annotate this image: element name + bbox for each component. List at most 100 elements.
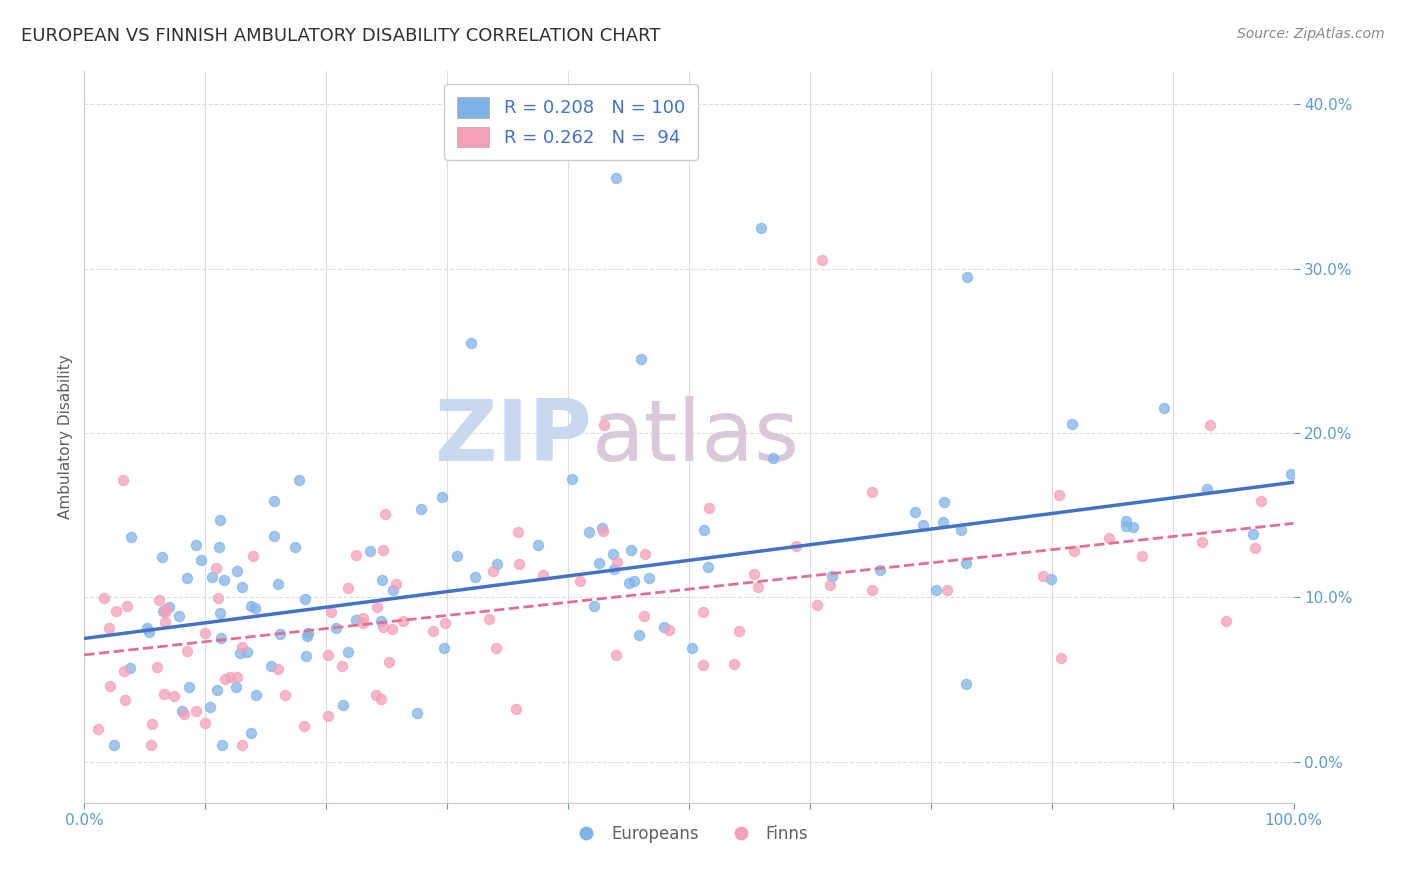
Point [762, 450, 785, 465]
Legend: Europeans, Finns: Europeans, Finns [562, 818, 815, 849]
Point [173, 706, 195, 721]
Point [263, 494, 285, 508]
Point [603, 562, 626, 576]
Point [422, 624, 444, 639]
Point [378, 655, 401, 669]
Point [260, 658, 283, 673]
Point [723, 657, 745, 671]
Point [1063, 544, 1085, 558]
Point [583, 599, 606, 613]
Point [623, 574, 645, 588]
Point [228, 646, 250, 660]
Point [163, 689, 186, 703]
Point [658, 623, 681, 637]
Point [374, 508, 396, 522]
Point [633, 608, 655, 623]
Point [352, 615, 374, 630]
Point [209, 513, 232, 527]
Point [696, 559, 718, 574]
Point [274, 688, 297, 702]
Point [176, 571, 198, 585]
Point [1198, 417, 1220, 432]
Point [392, 614, 415, 628]
Point [1153, 401, 1175, 415]
Point [242, 549, 264, 563]
Point [806, 598, 828, 612]
Point [446, 549, 468, 563]
Point [152, 604, 174, 618]
Point [1244, 541, 1267, 555]
Point [1241, 526, 1264, 541]
Point [148, 592, 170, 607]
Point [120, 531, 142, 545]
Point [1047, 488, 1070, 502]
Point [385, 577, 408, 591]
Point [287, 474, 309, 488]
Point [118, 661, 141, 675]
Point [932, 495, 955, 509]
Point [344, 613, 367, 627]
Point [139, 738, 162, 752]
Point [578, 524, 600, 539]
Point [295, 648, 318, 663]
Point [211, 739, 233, 753]
Point [1191, 534, 1213, 549]
Point [911, 518, 934, 533]
Point [194, 716, 217, 731]
Point [925, 582, 948, 597]
Point [231, 640, 253, 654]
Point [319, 605, 342, 619]
Point [176, 643, 198, 657]
Point [751, 220, 773, 235]
Point [956, 269, 979, 284]
Point [267, 662, 290, 676]
Point [955, 556, 977, 570]
Point [371, 573, 394, 587]
Point [239, 726, 262, 740]
Point [950, 523, 973, 537]
Point [932, 515, 955, 529]
Point [627, 628, 650, 642]
Point [153, 615, 176, 630]
Point [430, 490, 453, 504]
Point [157, 600, 180, 615]
Point [336, 645, 359, 659]
Point [243, 601, 266, 615]
Point [297, 626, 319, 640]
Point [593, 417, 616, 432]
Point [1040, 572, 1063, 586]
Point [292, 719, 315, 733]
Point [370, 614, 392, 628]
Point [263, 529, 285, 543]
Point [364, 688, 387, 702]
Point [506, 524, 529, 539]
Point [325, 621, 347, 635]
Point [226, 670, 249, 684]
Point [284, 540, 307, 554]
Point [433, 641, 456, 656]
Point [200, 700, 222, 714]
Point [411, 502, 433, 516]
Point [93, 591, 115, 605]
Point [1115, 514, 1137, 528]
Point [936, 583, 959, 598]
Point [294, 591, 316, 606]
Point [153, 605, 176, 619]
Point [605, 648, 627, 662]
Point [742, 566, 765, 581]
Point [592, 524, 614, 538]
Point [1130, 549, 1153, 563]
Point [332, 698, 354, 713]
Point [336, 581, 359, 595]
Point [820, 569, 842, 583]
Point [1197, 482, 1219, 496]
Point [485, 558, 508, 572]
Point [373, 542, 395, 557]
Point [619, 576, 641, 591]
Point [225, 564, 247, 578]
Point [652, 620, 675, 634]
Point [190, 553, 212, 567]
Point [1115, 519, 1137, 533]
Point [1049, 650, 1071, 665]
Point [606, 555, 628, 569]
